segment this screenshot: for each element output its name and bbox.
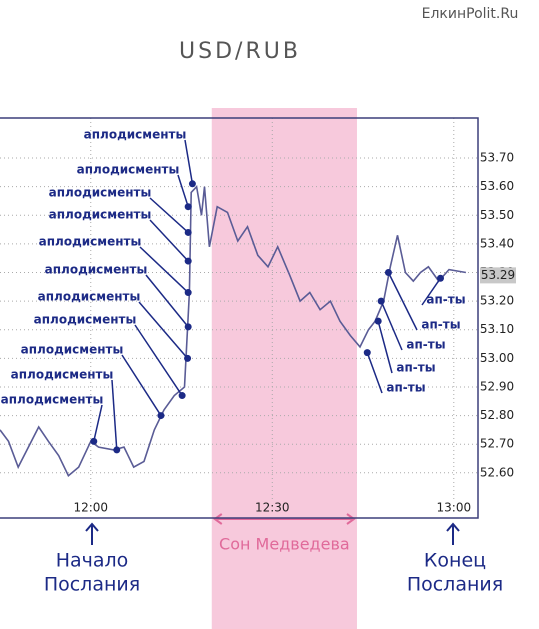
annotation-leader	[184, 139, 194, 184]
band-label: Сон Медведева	[219, 535, 350, 554]
chart-title: USD/RUB	[179, 39, 301, 64]
annotation-leader	[145, 274, 189, 328]
annotation-leader	[149, 219, 189, 262]
annotation-leader	[366, 352, 383, 394]
y-tick-label: 53.10	[480, 322, 514, 336]
x-tick-label: 13:00	[437, 501, 472, 515]
annotation-label: ап-ты	[396, 361, 435, 375]
y-tick-label: 53.50	[480, 208, 514, 222]
annotation-label: аплодисменты	[11, 368, 114, 382]
annotation-leader	[134, 324, 183, 396]
x-tick-label: 12:30	[255, 501, 290, 515]
annotation-leader	[177, 174, 189, 207]
price-line	[0, 184, 467, 477]
y-tick-label: 52.70	[480, 437, 514, 451]
annotation-leader	[380, 300, 403, 351]
annotation-leader	[377, 320, 393, 374]
annotation-label: аплодисменты	[39, 235, 142, 249]
annotation-leader	[149, 197, 189, 234]
annotation-dot	[178, 392, 186, 400]
annotation-leader	[139, 246, 189, 294]
y-tick-label: 53.60	[480, 179, 514, 193]
annotation-dot	[113, 446, 121, 454]
annotation-dot	[157, 412, 165, 420]
annotation-label: аплодисменты	[45, 263, 148, 277]
annotation-dot	[184, 228, 192, 236]
annotation-dot	[374, 317, 382, 325]
annotation-dot	[377, 297, 385, 305]
arrow	[446, 522, 460, 545]
annotation-dot	[90, 437, 98, 445]
plot-frame	[0, 117, 479, 519]
annotation-dot	[436, 274, 444, 282]
watermark: ЕлкинPolit.Ru	[422, 6, 519, 22]
annotation-label: аплодисменты	[49, 208, 152, 222]
start-label: Послания	[44, 574, 140, 596]
annotation-label: ап-ты	[406, 338, 445, 352]
last-price-box	[480, 267, 516, 284]
y-tick-label: 53.00	[480, 351, 514, 365]
y-tick-label: 52.80	[480, 408, 514, 422]
annotation-label: ап-ты	[421, 318, 460, 332]
annotation-dot	[184, 203, 192, 211]
annotation-leader	[387, 272, 418, 331]
annotation-label: аплодисменты	[84, 128, 187, 142]
annotation-label: аплодисменты	[38, 290, 141, 304]
y-tick-label: 52.60	[480, 465, 514, 479]
annotation-label: аплодисменты	[21, 343, 124, 357]
annotation-dot	[188, 180, 196, 188]
annotation-label: аплодисменты	[1, 393, 104, 407]
annotation-label: ап-ты	[386, 381, 425, 395]
annotation-dot	[363, 349, 371, 357]
y-tick-label: 53.70	[480, 151, 514, 165]
shaded-band	[211, 108, 357, 629]
y-tick-label: 53.20	[480, 294, 514, 308]
annotation-leader	[111, 379, 118, 450]
annotation-leader	[138, 301, 189, 359]
arrow	[85, 522, 99, 545]
annotation-label: аплодисменты	[49, 186, 152, 200]
last-price-label: 53.29	[481, 268, 515, 282]
annotation-label: ап-ты	[426, 293, 465, 307]
start-label: Начало	[56, 550, 129, 572]
annotation-dot	[184, 257, 192, 265]
annotation-leader	[121, 354, 162, 416]
annotation-dot	[384, 269, 392, 277]
annotation-label: аплодисменты	[77, 163, 180, 177]
annotation-dot	[184, 323, 192, 331]
annotation-label: аплодисменты	[34, 313, 137, 327]
band-arrow	[213, 513, 356, 525]
end-label: Послания	[407, 574, 503, 596]
annotation-dot	[184, 354, 192, 362]
y-tick-label: 52.90	[480, 379, 514, 393]
annotation-leader	[421, 277, 442, 306]
annotation-dot	[184, 289, 192, 297]
x-tick-label: 12:00	[73, 501, 108, 515]
end-label: Конец	[424, 550, 486, 572]
y-tick-label: 53.40	[480, 236, 514, 250]
annotation-leader	[93, 404, 103, 442]
